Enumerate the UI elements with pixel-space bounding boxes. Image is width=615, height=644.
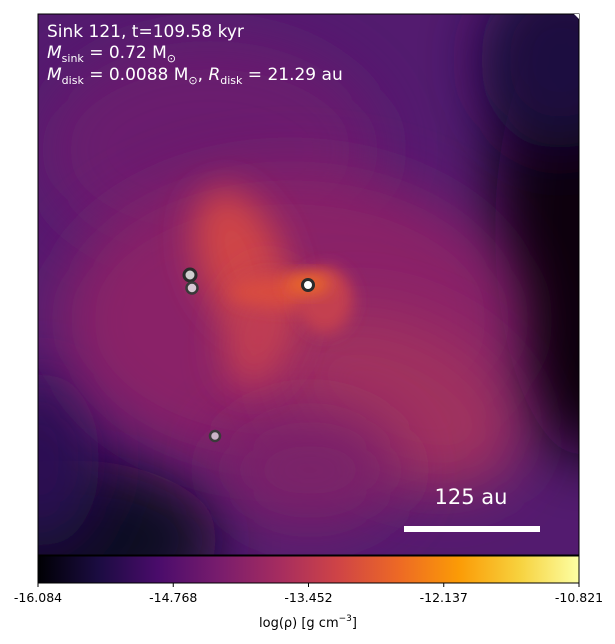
sink-marker [185,281,199,295]
colorbar-tick-label: -16.084 [14,590,62,605]
colorbar: -16.084 -14.768 -13.452 -12.137 -10.821 log(… [14,555,603,631]
scale-bar-label: 125 au [435,485,508,509]
sink-marker [182,267,198,283]
colorbar-label: log(ρ) [g cm−3] [259,614,357,631]
colorbar-tick-label: -14.768 [149,590,197,605]
low-density-region-top-right [480,14,579,150]
annotation-line-1: Sink 121, t=109.58 kyr [47,22,244,42]
annotation-line-2: Msink = 0.72 M⊙ [47,43,176,65]
colorbar-ticks: -16.084 -14.768 -13.452 -12.137 -10.821 [14,583,603,605]
map-corner-mark [574,14,579,19]
medium-density-tail-bottom [220,410,400,530]
scale-bar [404,526,540,532]
density-map: Sink 121, t=109.58 kyr Msink = 0.72 M⊙ M… [38,14,579,555]
low-density-region-left [38,370,100,550]
map-frame [37,13,580,556]
colorbar-tick-label: -10.821 [555,590,603,605]
sink-marker [301,278,315,292]
annotation-line-3: Mdisk = 0.0088 M⊙, Rdisk = 21.29 au [47,65,343,87]
colorbar-gradient [37,555,580,584]
colorbar-tick-label: -13.452 [284,590,332,605]
colorbar-tick-label: -12.137 [420,590,468,605]
sink-marker [208,429,222,443]
